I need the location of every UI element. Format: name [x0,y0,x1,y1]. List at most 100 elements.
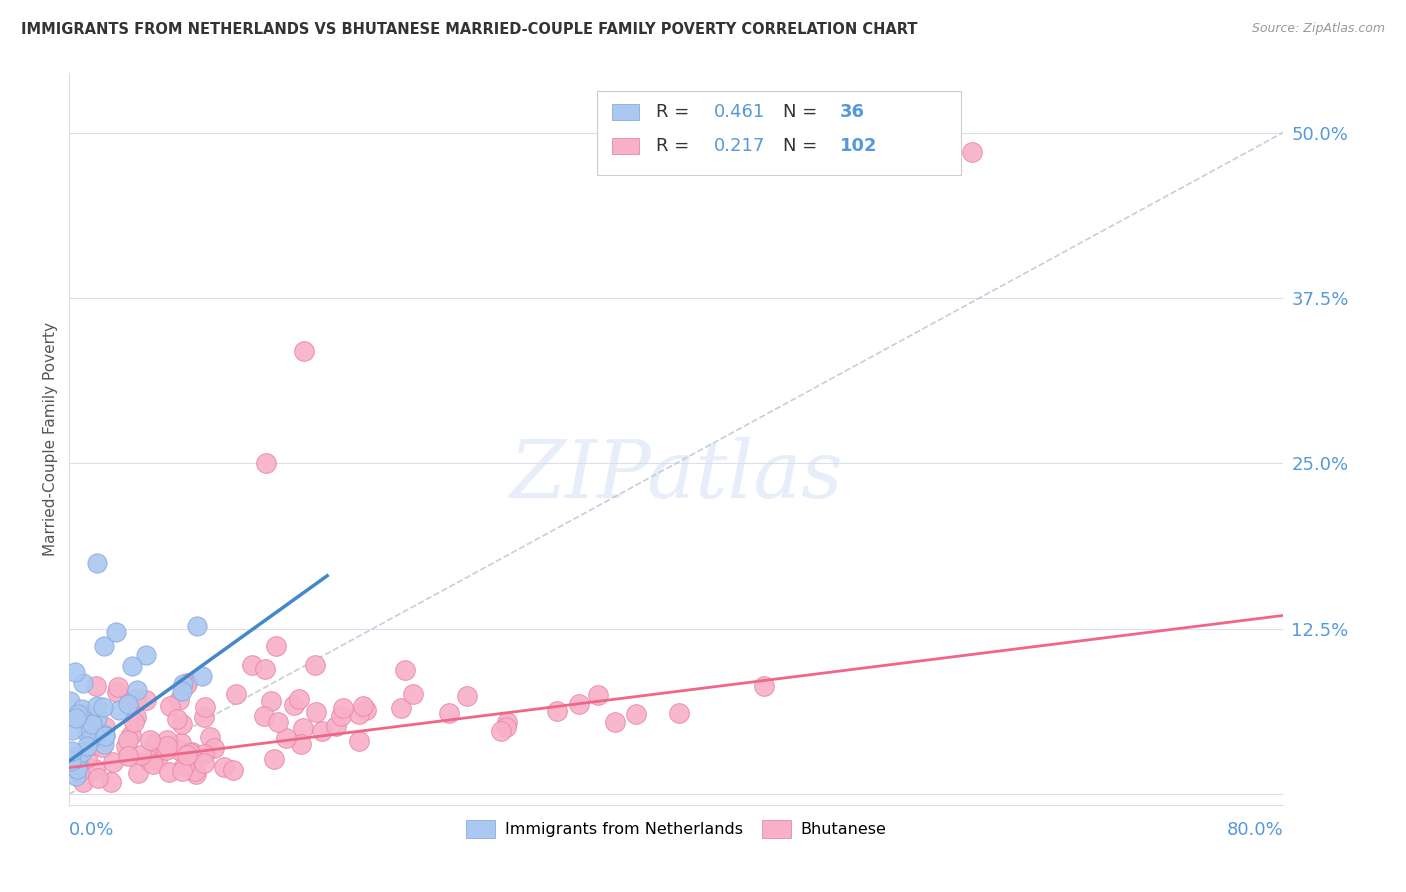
Point [263,752,285,766]
Point [305,706,328,720]
Point [66,709,89,723]
Point [347,706,370,721]
Point [172,716,194,731]
Point [184,764,207,779]
FancyBboxPatch shape [598,91,962,176]
Point [170,684,193,698]
Point [329,709,352,723]
Point [117,733,139,747]
Point [60,754,83,768]
FancyBboxPatch shape [612,138,638,154]
Text: 36: 36 [839,103,865,120]
Point [86,556,108,570]
Point [117,697,139,711]
Point [93,737,115,751]
Point [72,775,94,789]
Point [259,694,281,708]
Point [67,764,90,779]
Point [141,751,163,765]
Point [108,703,131,717]
Point [495,714,517,729]
Point [76,739,98,753]
Point [352,698,374,713]
Point [264,639,287,653]
Point [72,706,94,721]
Point [91,740,114,755]
Point [290,737,312,751]
Text: 0.0%: 0.0% [69,821,115,838]
Text: N =: N = [783,137,823,155]
Point [82,717,104,731]
Point [624,706,647,721]
Point [72,702,94,716]
Text: Source: ZipAtlas.com: Source: ZipAtlas.com [1251,22,1385,36]
Point [84,762,107,776]
Point [105,684,128,698]
Point [253,662,276,676]
Point [86,699,108,714]
Point [167,743,190,757]
Point [402,687,425,701]
Point [138,733,160,747]
Point [276,731,298,745]
Point [668,706,690,721]
Point [193,747,215,761]
Point [193,700,215,714]
Point [170,764,193,778]
Point [546,704,568,718]
Point [288,691,311,706]
Point [389,701,412,715]
Point [87,771,110,785]
Point [63,665,86,679]
Point [65,768,87,782]
Point [135,693,157,707]
Point [60,743,83,757]
Point [225,688,247,702]
Point [143,737,166,751]
Point [129,747,152,762]
Point [72,676,94,690]
Point [145,753,167,767]
Text: R =: R = [655,103,695,120]
Point [125,709,148,723]
Point [184,766,207,780]
Point [60,723,83,738]
Point [157,765,180,780]
Point [176,675,198,690]
Point [93,640,115,654]
Point [135,648,157,662]
Y-axis label: Married-Couple Family Poverty: Married-Couple Family Poverty [44,322,58,556]
Point [437,706,460,720]
Point [115,739,138,753]
Point [124,714,146,729]
Point [167,692,190,706]
Point [63,749,86,764]
Point [332,701,354,715]
Point [170,736,193,750]
Point [283,698,305,712]
Text: IMMIGRANTS FROM NETHERLANDS VS BHUTANESE MARRIED-COUPLE FAMILY POVERTY CORRELATI: IMMIGRANTS FROM NETHERLANDS VS BHUTANESE… [21,22,918,37]
Point [752,679,775,693]
Point [159,699,181,714]
Point [125,682,148,697]
Point [960,145,983,160]
Point [76,750,98,764]
Text: 102: 102 [839,137,877,155]
Point [489,724,512,739]
Point [86,711,108,725]
Point [100,775,122,789]
Point [120,728,142,742]
Point [58,754,80,768]
Point [67,757,90,772]
Point [138,753,160,767]
Point [586,688,609,702]
Point [176,747,198,762]
Point [76,725,98,739]
Point [292,721,315,735]
Point [104,624,127,639]
Point [181,745,204,759]
Text: 80.0%: 80.0% [1226,821,1284,838]
Text: R =: R = [655,137,695,155]
Point [107,681,129,695]
Point [568,698,591,712]
